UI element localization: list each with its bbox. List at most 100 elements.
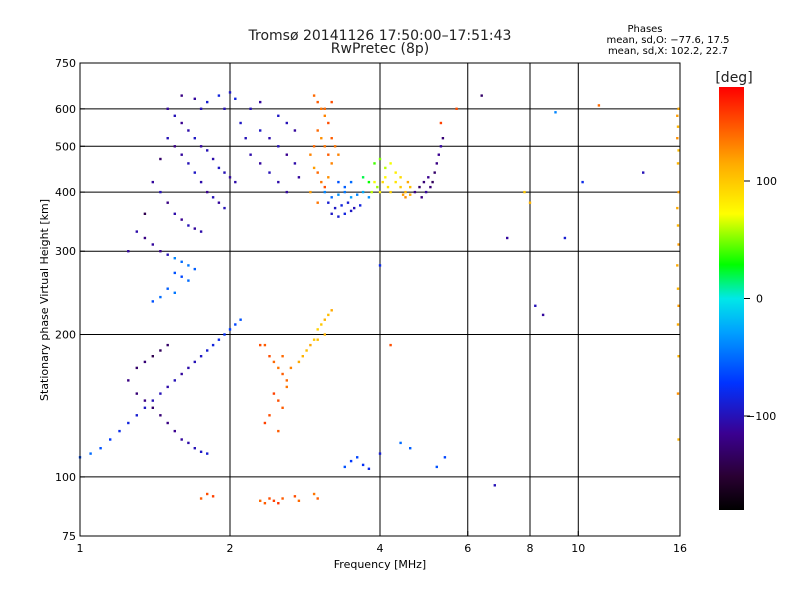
data-point — [305, 349, 308, 352]
data-point — [187, 129, 190, 132]
data-point — [373, 162, 376, 165]
y-axis-label: Stationary phase Virtual Height [km] — [38, 199, 51, 401]
data-point — [378, 190, 382, 194]
data-point — [378, 452, 382, 455]
data-point — [309, 343, 312, 347]
data-point — [316, 171, 319, 174]
data-point — [285, 121, 288, 125]
data-point — [293, 495, 297, 498]
data-point — [389, 162, 392, 165]
colorbar-label: [deg] — [715, 70, 752, 86]
x-tick-label: 16 — [673, 542, 687, 555]
y-tick-label: 400 — [55, 186, 76, 199]
data-point — [193, 447, 196, 450]
data-point — [373, 180, 376, 184]
y-tick-label: 600 — [55, 103, 76, 116]
data-point — [151, 355, 154, 358]
data-point — [143, 236, 147, 240]
data-point — [268, 414, 271, 417]
data-point — [330, 212, 333, 215]
data-point — [217, 166, 221, 170]
data-point — [89, 452, 92, 455]
x-tick-label: 10 — [571, 542, 585, 555]
data-point — [143, 399, 147, 402]
data-point — [166, 137, 169, 140]
data-point — [327, 121, 330, 125]
data-point — [676, 137, 679, 140]
data-point — [217, 201, 221, 204]
data-point — [394, 180, 397, 184]
data-point — [281, 497, 284, 500]
data-point — [422, 180, 426, 184]
x-axis-label: Frequency [MHz] — [334, 558, 426, 571]
data-point — [211, 495, 215, 498]
grid-lines — [80, 63, 680, 536]
data-point — [272, 360, 276, 364]
data-point — [166, 201, 169, 204]
data-point — [409, 185, 412, 189]
data-point — [343, 465, 346, 469]
x-tick-label: 1 — [77, 542, 84, 555]
data-point — [199, 497, 203, 500]
data-point — [384, 176, 387, 179]
data-point — [378, 157, 382, 161]
data-point — [285, 379, 288, 382]
data-point — [293, 129, 297, 132]
data-point — [223, 171, 226, 174]
data-point — [406, 180, 410, 184]
y-tick-label: 300 — [55, 245, 76, 258]
data-point — [297, 360, 301, 364]
data-point — [676, 206, 679, 210]
data-point — [312, 166, 316, 170]
data-point — [187, 279, 190, 282]
data-point — [259, 343, 262, 347]
x-tick-label: 2 — [227, 542, 234, 555]
data-point — [677, 304, 680, 307]
data-point — [676, 392, 680, 395]
data-point — [676, 224, 680, 227]
data-point — [367, 467, 371, 470]
data-point — [285, 190, 288, 194]
data-point — [272, 499, 276, 502]
data-point — [187, 264, 190, 267]
data-point — [330, 162, 333, 165]
data-point — [217, 94, 221, 97]
data-point — [277, 114, 280, 117]
data-point — [281, 406, 284, 409]
data-point — [193, 227, 196, 230]
data-point — [435, 162, 438, 165]
data-point — [523, 190, 526, 194]
data-point — [173, 145, 176, 148]
data-point — [541, 313, 545, 317]
data-point — [312, 338, 316, 341]
chart-subtitle: RwPretec (8p) — [331, 41, 429, 57]
data-point — [676, 162, 680, 165]
data-point — [356, 193, 359, 196]
data-point — [159, 392, 162, 395]
data-point — [173, 212, 176, 215]
data-point — [316, 497, 319, 500]
data-point — [239, 318, 242, 321]
data-point — [223, 206, 226, 210]
data-point — [367, 196, 371, 199]
data-point — [143, 360, 147, 364]
data-point — [151, 300, 154, 303]
data-point — [320, 137, 323, 140]
data-point — [330, 196, 333, 199]
data-point — [323, 185, 326, 189]
data-point — [206, 149, 209, 152]
data-point — [206, 452, 209, 455]
data-point — [323, 190, 326, 194]
x-tick-label: 4 — [377, 542, 384, 555]
data-point — [323, 107, 326, 110]
data-point — [135, 414, 138, 417]
data-point — [327, 313, 330, 317]
data-point — [151, 406, 154, 409]
data-point — [228, 176, 232, 179]
data-point — [193, 137, 196, 140]
colorbar-ticks: 100 0 −100 — [744, 175, 777, 423]
data-point — [333, 206, 337, 210]
data-point — [187, 366, 190, 370]
data-point — [193, 360, 196, 364]
y-tick-label: 100 — [55, 471, 76, 484]
